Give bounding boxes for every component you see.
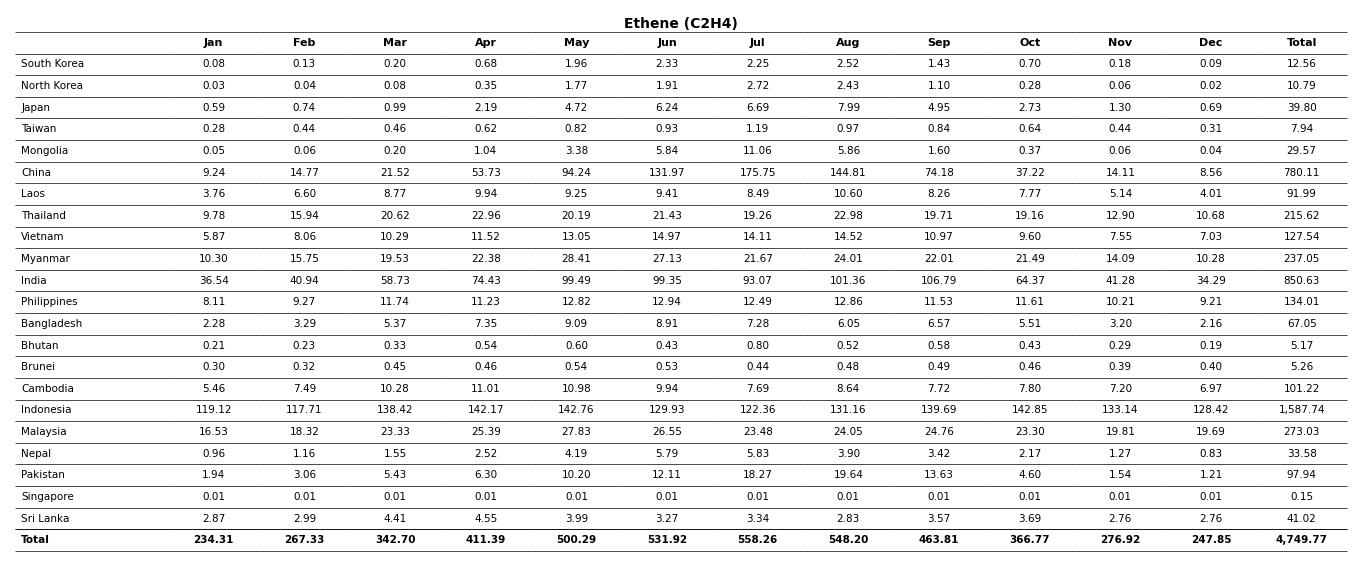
- Text: Ethene (C2H4): Ethene (C2H4): [624, 17, 738, 31]
